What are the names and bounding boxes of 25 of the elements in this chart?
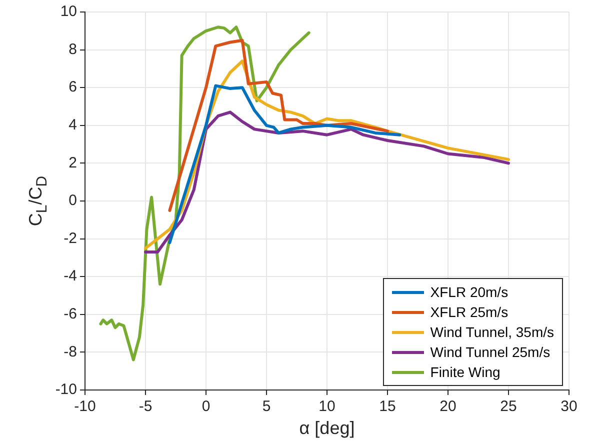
- x-tick-label: 15: [379, 398, 396, 416]
- legend-label: Wind Tunnel, 35m/s: [430, 324, 554, 340]
- x-tick-label: 25: [500, 398, 517, 416]
- legend-label: XFLR 25m/s: [430, 304, 508, 320]
- y-tick-label: 10: [60, 3, 77, 20]
- y-tick-label: 8: [68, 40, 77, 58]
- x-tick-label: 0: [202, 398, 210, 416]
- x-tick-label: 30: [560, 398, 578, 416]
- y-tick-label: 4: [68, 116, 77, 134]
- x-tick-label: 20: [440, 398, 456, 416]
- legend-label: Finite Wing: [430, 364, 500, 380]
- x-tick-label: 5: [262, 398, 271, 416]
- y-tick-label: 2: [68, 154, 77, 172]
- legend-label: Wind Tunnel 25m/s: [430, 344, 550, 360]
- y-tick-label: -6: [64, 306, 77, 323]
- y-tick-label: 0: [68, 192, 77, 210]
- y-tick-label: -10: [55, 381, 77, 398]
- y-tick-label: -8: [64, 343, 77, 360]
- legend-label: XFLR 20m/s: [430, 284, 508, 300]
- y-tick-label: -4: [64, 268, 77, 285]
- x-tick-label: 10: [318, 398, 336, 416]
- y-tick-label: 6: [68, 78, 77, 96]
- x-tick-label: -5: [138, 398, 152, 416]
- y-tick-label: -2: [64, 230, 77, 247]
- x-axis-title: α [deg]: [299, 418, 355, 439]
